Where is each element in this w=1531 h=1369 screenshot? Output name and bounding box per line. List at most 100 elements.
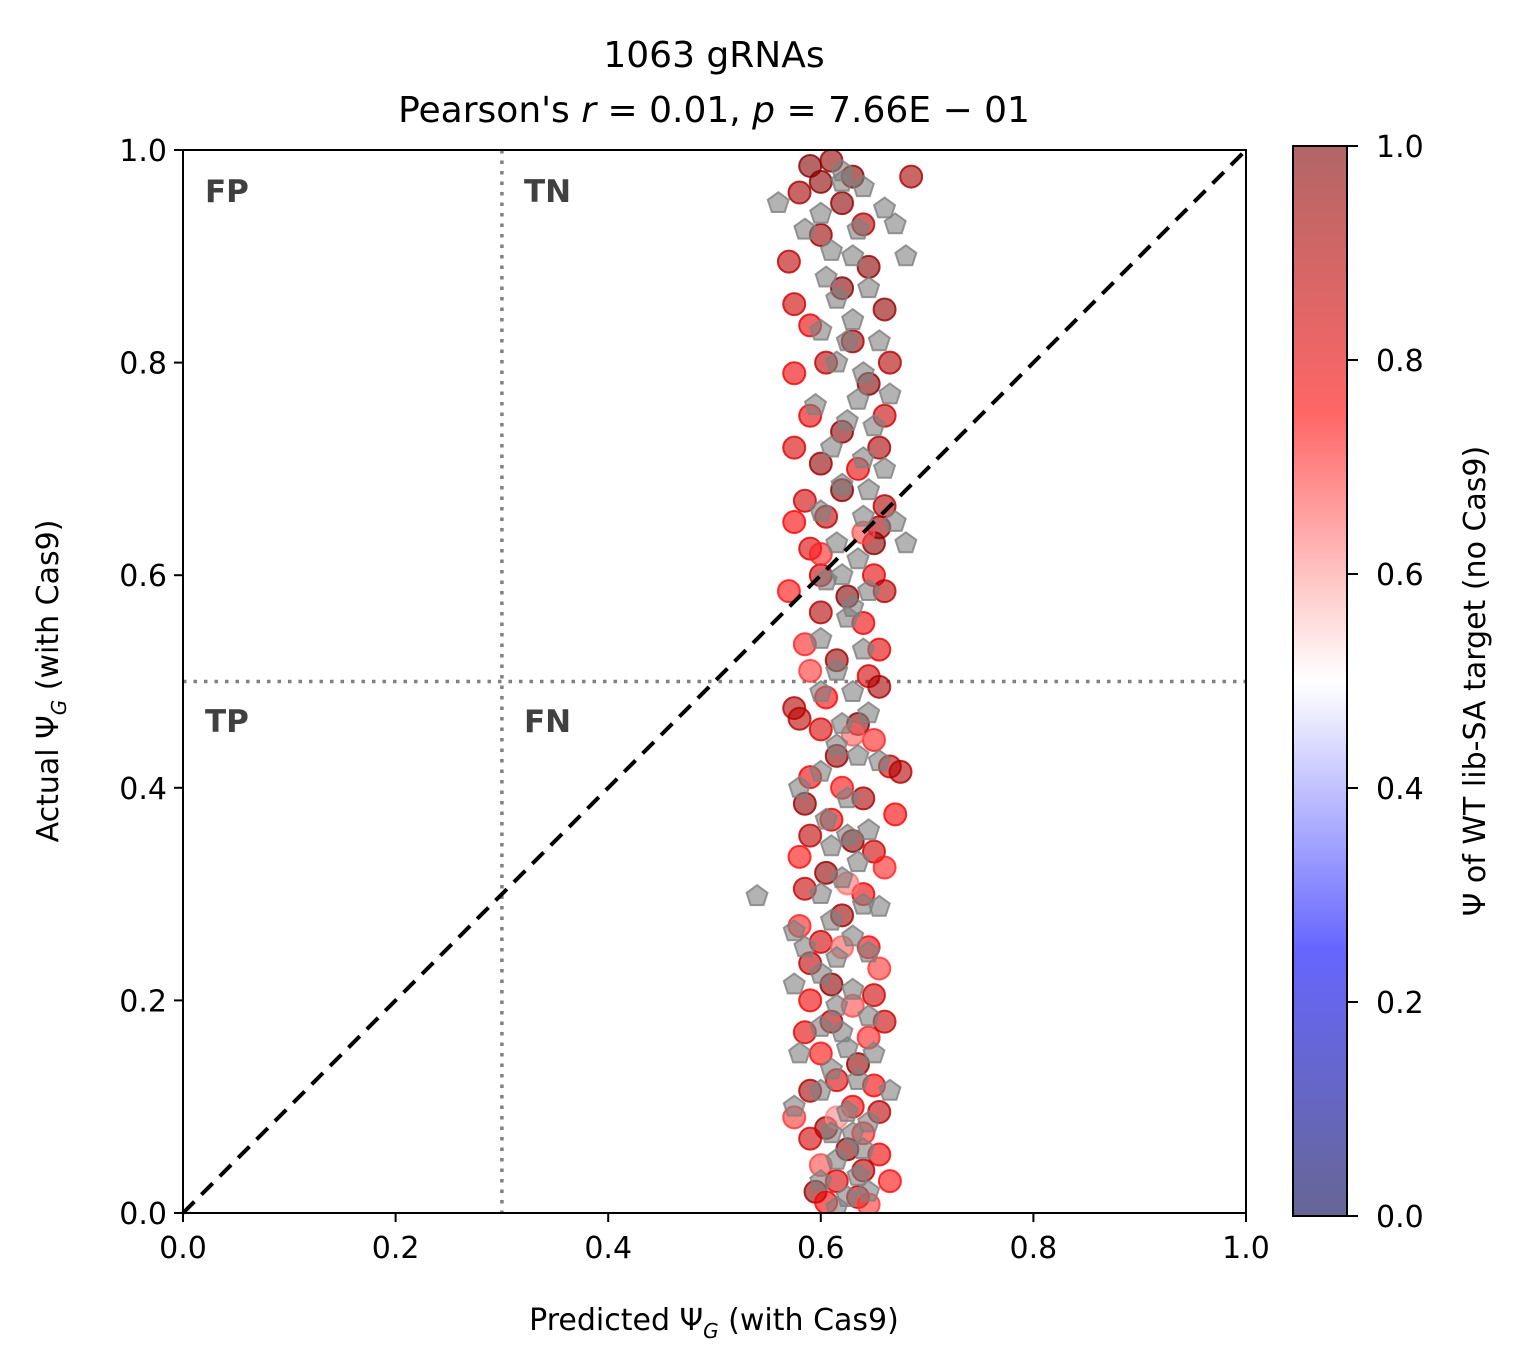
data-point-circle xyxy=(808,600,833,625)
data-point-pentagon xyxy=(846,849,870,873)
data-point-pentagon xyxy=(883,212,907,235)
data-point-pentagon xyxy=(830,865,854,889)
data-point-circle xyxy=(867,435,892,460)
data-point-circle xyxy=(798,1126,823,1151)
y-tick-label: 0.0 xyxy=(119,1197,167,1232)
data-point-pentagon xyxy=(787,1041,812,1064)
data-point-pentagon xyxy=(825,531,849,554)
data-point-circle xyxy=(830,191,855,216)
data-point-pentagon xyxy=(819,435,844,458)
data-point-pentagon xyxy=(782,919,806,942)
data-point-pentagon xyxy=(825,733,849,756)
data-point-pentagon xyxy=(782,972,806,995)
x-tick-label: 0.8 xyxy=(1010,1231,1058,1266)
data-point-circle xyxy=(877,350,902,375)
data-point-pentagon xyxy=(841,977,865,1000)
data-point-circle xyxy=(787,844,812,869)
data-point-circle xyxy=(888,759,913,784)
data-point-pentagon xyxy=(841,924,865,947)
data-point-pentagon xyxy=(894,531,918,554)
data-point-pentagon xyxy=(825,1195,849,1213)
data-point-pentagon xyxy=(830,159,854,182)
chart-title: 1063 gRNAs xyxy=(603,35,824,76)
data-point-pentagon xyxy=(846,743,870,766)
data-point-pentagon xyxy=(857,477,881,501)
data-point-pentagon xyxy=(883,509,907,532)
data-point-circle xyxy=(861,983,886,1008)
data-point-pentagon xyxy=(835,408,859,431)
data-point-pentagon xyxy=(846,1163,870,1186)
colorbar-tick-label: 1.0 xyxy=(1376,130,1424,165)
data-point-pentagon xyxy=(793,935,817,958)
data-point-circle xyxy=(798,658,823,683)
data-point-pentagon xyxy=(851,637,875,660)
data-point-pentagon xyxy=(809,499,833,522)
data-point-pentagon xyxy=(803,392,828,415)
data-point-circle xyxy=(787,180,812,205)
data-point-pentagon xyxy=(846,217,870,240)
data-point-circle xyxy=(787,706,812,731)
data-point-pentagon xyxy=(835,786,859,809)
data-point-pentagon xyxy=(825,286,849,309)
data-point-pentagon xyxy=(814,807,838,830)
data-point-pentagon xyxy=(841,307,865,330)
data-point-pentagon xyxy=(872,196,897,219)
data-point-circle xyxy=(877,1169,902,1194)
data-point-pentagon xyxy=(825,350,849,373)
data-point-circle xyxy=(782,435,807,460)
quadrant-label-fn: FN xyxy=(524,704,571,740)
data-point-pentagon xyxy=(809,626,833,649)
x-tick-label: 0.6 xyxy=(797,1231,845,1266)
colorbar-tick-label: 0.2 xyxy=(1376,986,1424,1021)
data-point-pentagon xyxy=(825,993,849,1016)
data-point-pentagon xyxy=(809,881,833,904)
data-point-circle xyxy=(808,541,833,566)
data-point-circle xyxy=(782,292,807,317)
y-axis-label: Actual ΨG (with Cas9) xyxy=(31,520,71,843)
data-point-pentagon xyxy=(878,382,902,405)
data-point-pentagon xyxy=(857,578,881,601)
data-point-pentagon xyxy=(809,1168,833,1191)
data-point-pentagon xyxy=(809,318,833,341)
data-point-pentagon xyxy=(851,360,875,384)
data-point-pentagon xyxy=(851,174,875,198)
colorbar xyxy=(1292,145,1348,1217)
data-point-pentagon xyxy=(867,329,891,352)
data-point-pentagon xyxy=(830,472,854,495)
data-point-pentagon xyxy=(857,1110,881,1133)
chart-subtitle: Pearson's r = 0.01, p = 7.66E − 01 xyxy=(398,90,1030,131)
data-point-circle xyxy=(883,802,908,827)
data-point-pentagon xyxy=(846,387,870,410)
diagonal-line xyxy=(181,148,1248,1215)
y-tick-label: 0.2 xyxy=(119,984,167,1019)
data-point-pentagon xyxy=(894,244,918,267)
colorbar-tick-label: 0.0 xyxy=(1376,1200,1424,1235)
data-point-circle xyxy=(872,855,897,880)
data-point-pentagon xyxy=(809,961,833,984)
data-point-pentagon xyxy=(851,446,875,469)
data-point-pentagon xyxy=(862,1041,886,1064)
data-point-pentagon xyxy=(835,1099,859,1122)
data-point-pentagon xyxy=(857,940,881,963)
data-point-circle xyxy=(867,956,892,981)
data-point-circle xyxy=(861,727,886,752)
data-point-pentagon xyxy=(830,562,854,586)
data-point-circle xyxy=(776,579,801,604)
data-point-pentagon xyxy=(867,748,891,772)
colorbar-ticks: 0.0 0.2 0.4 0.6 0.8 1.0 xyxy=(1347,130,1424,1235)
data-point-pentagon xyxy=(809,679,833,702)
colorbar-tick-label: 0.8 xyxy=(1376,344,1424,379)
data-point-pentagon xyxy=(841,244,865,267)
quadrant-label-fp: FP xyxy=(205,174,249,210)
data-point-pentagon xyxy=(830,711,854,734)
data-point-pentagon xyxy=(872,456,897,479)
data-point-circle xyxy=(776,249,801,274)
data-point-pentagon xyxy=(819,238,844,261)
colorbar-tick-label: 0.6 xyxy=(1376,558,1424,593)
data-point-pentagon xyxy=(841,679,865,702)
data-point-pentagon xyxy=(825,658,849,681)
data-point-pentagon xyxy=(867,894,891,917)
data-point-pentagon xyxy=(857,818,881,841)
x-tick-label: 0.0 xyxy=(159,1231,207,1266)
